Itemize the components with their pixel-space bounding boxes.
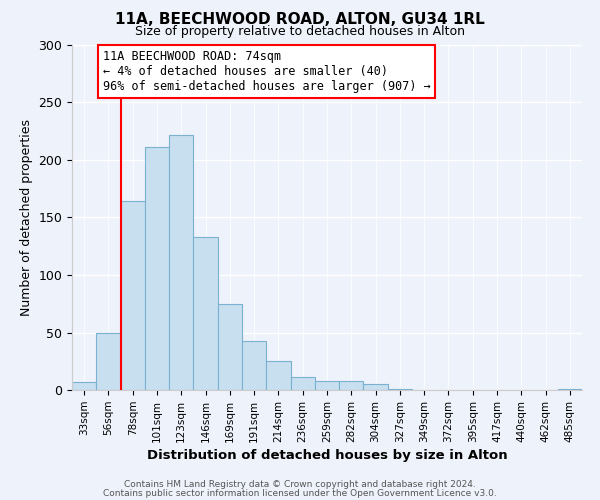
- Text: Contains public sector information licensed under the Open Government Licence v3: Contains public sector information licen…: [103, 488, 497, 498]
- Bar: [290, 378, 315, 390]
- Bar: [193, 237, 218, 390]
- Bar: [218, 304, 242, 390]
- Text: Size of property relative to detached houses in Alton: Size of property relative to detached ho…: [135, 25, 465, 38]
- Text: Contains HM Land Registry data © Crown copyright and database right 2024.: Contains HM Land Registry data © Crown c…: [124, 480, 476, 489]
- Bar: [169, 134, 193, 390]
- Bar: [558, 389, 582, 390]
- Bar: [242, 340, 266, 390]
- Bar: [388, 389, 412, 390]
- Bar: [96, 332, 121, 390]
- Bar: [145, 148, 169, 390]
- Bar: [266, 361, 290, 390]
- Bar: [121, 202, 145, 390]
- Bar: [364, 384, 388, 390]
- Bar: [339, 381, 364, 390]
- Text: 11A, BEECHWOOD ROAD, ALTON, GU34 1RL: 11A, BEECHWOOD ROAD, ALTON, GU34 1RL: [115, 12, 485, 28]
- X-axis label: Distribution of detached houses by size in Alton: Distribution of detached houses by size …: [146, 449, 508, 462]
- Bar: [72, 382, 96, 390]
- Text: 11A BEECHWOOD ROAD: 74sqm
← 4% of detached houses are smaller (40)
96% of semi-d: 11A BEECHWOOD ROAD: 74sqm ← 4% of detach…: [103, 50, 430, 93]
- Y-axis label: Number of detached properties: Number of detached properties: [20, 119, 33, 316]
- Bar: [315, 381, 339, 390]
